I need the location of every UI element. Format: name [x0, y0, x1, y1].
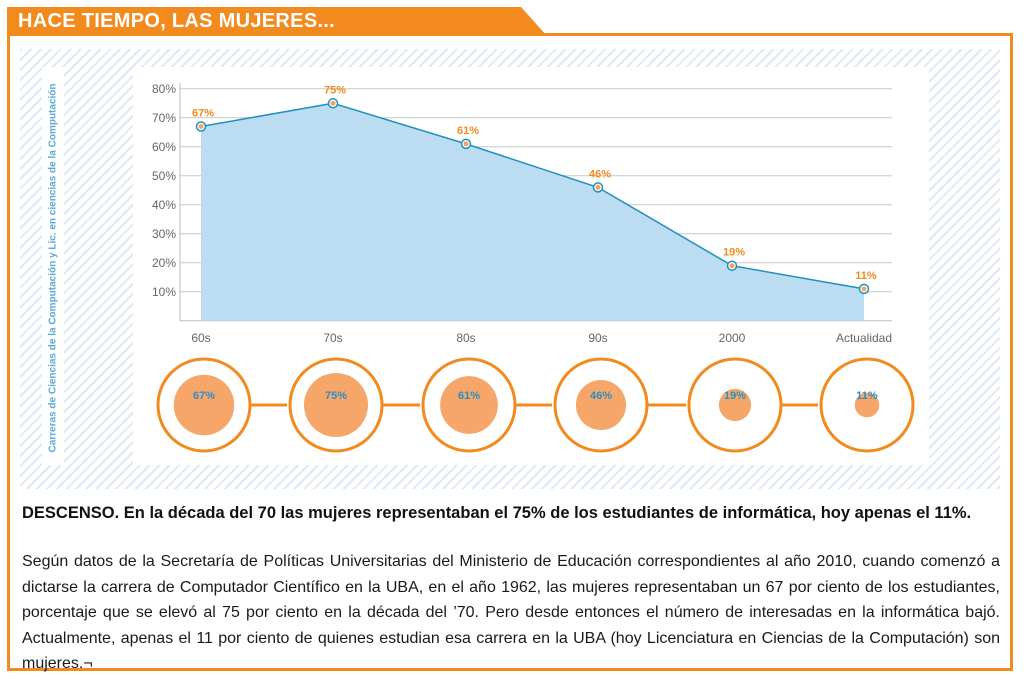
- caption: DESCENSO. En la década del 70 las mujere…: [22, 504, 972, 522]
- x-tick-label: 80s: [456, 331, 475, 345]
- bubble-label: 75%: [325, 390, 347, 402]
- y-axis-label-strip: [42, 67, 64, 465]
- series-line: [200, 102, 865, 290]
- data-label: 67%: [192, 108, 214, 120]
- data-point-core: [595, 184, 601, 190]
- y-tick-label: 60%: [152, 140, 176, 154]
- y-tick-label: 10%: [152, 285, 176, 299]
- bubble-fill: [173, 374, 235, 436]
- y-tick-label: 30%: [152, 227, 176, 241]
- data-point-core: [861, 286, 867, 292]
- bubble-label: 67%: [193, 390, 215, 402]
- bubble-fill: [575, 379, 627, 431]
- y-tick-label: 20%: [152, 256, 176, 270]
- bubble-label: 61%: [458, 390, 480, 402]
- data-point-core: [330, 100, 336, 106]
- title-tab: [7, 7, 547, 36]
- data-point-core: [729, 263, 735, 269]
- data-label: 19%: [723, 247, 745, 259]
- bubble-fill: [718, 388, 752, 422]
- y-tick-label: 70%: [152, 111, 176, 125]
- data-label: 11%: [855, 270, 877, 282]
- y-tick-label: 50%: [152, 169, 176, 183]
- y-tick-label: 80%: [152, 82, 176, 96]
- area-layer: [200, 102, 865, 321]
- page-title: HACE TIEMPO, LAS MUJERES...: [18, 10, 336, 32]
- bubble-label: 11%: [856, 390, 878, 402]
- x-tick-label: 90s: [588, 331, 607, 345]
- x-tick-label: 60s: [191, 331, 210, 345]
- bubble-label: 19%: [724, 390, 746, 402]
- bubble-fill: [854, 392, 880, 418]
- y-tick-label: 40%: [152, 198, 176, 212]
- body-paragraph: Según datos de la Secretaría de Política…: [22, 553, 1000, 672]
- x-tick-label: 70s: [323, 331, 342, 345]
- label-layer: 67% 75% 61% 46% 19% 11%: [192, 84, 877, 282]
- data-point-core: [198, 124, 204, 129]
- x-tick-label: Actualidad: [836, 331, 892, 345]
- data-label: 75%: [324, 84, 346, 96]
- marker-layer: [195, 98, 870, 295]
- area-fill: [201, 103, 864, 321]
- data-label: 46%: [589, 168, 611, 180]
- bubble-label: 46%: [590, 390, 612, 402]
- bubble-fill: [440, 376, 498, 434]
- data-label: 61%: [457, 125, 479, 137]
- bubble-layer: 67% 75% 61% 46% 19% 11%: [156, 357, 915, 453]
- data-point-core: [463, 141, 469, 147]
- bubble-fill: [304, 373, 368, 437]
- x-tick-label: 2000: [719, 331, 746, 345]
